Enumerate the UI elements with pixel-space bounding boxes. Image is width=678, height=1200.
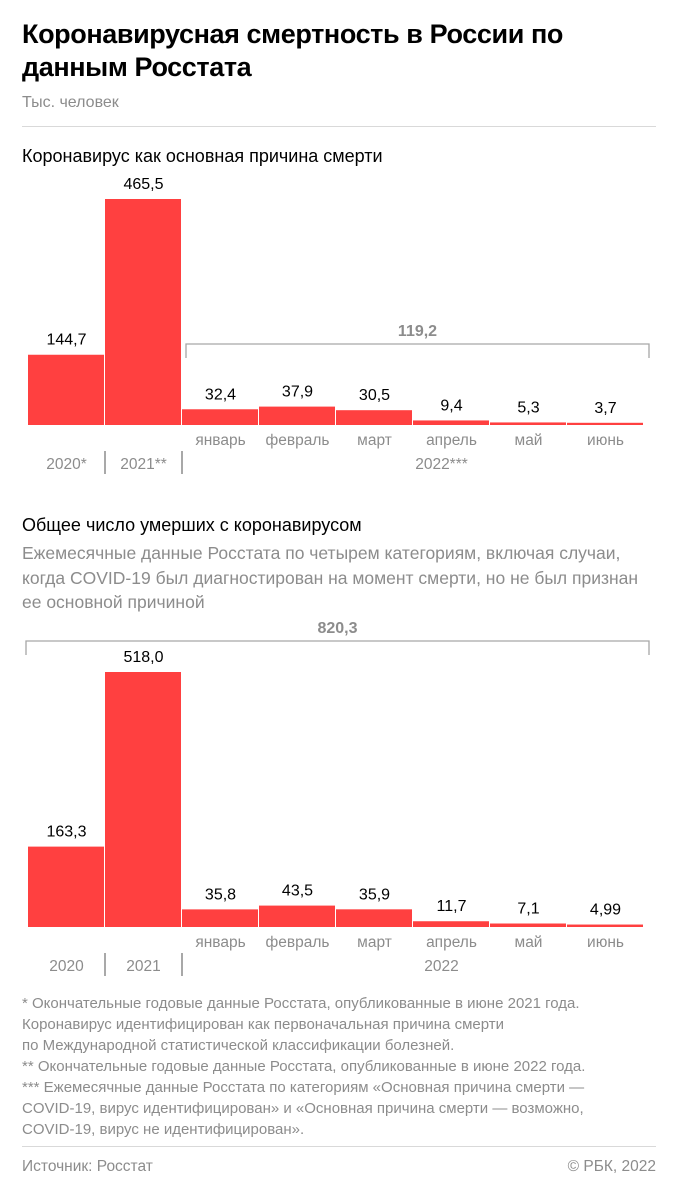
- year-label: 2022: [424, 958, 458, 975]
- value-label: 144,7: [46, 332, 86, 349]
- month-label: май: [515, 432, 543, 449]
- month-label: апрель: [426, 432, 477, 449]
- value-label: 163,3: [46, 824, 86, 841]
- month-label: март: [357, 934, 392, 951]
- chart-2-subtitle: Ежемесячные данные Росстата по четырем к…: [22, 543, 639, 612]
- chart-2-title: Общее число умерших с коронавирусом: [22, 515, 362, 535]
- divider: [22, 126, 656, 127]
- bar: [259, 406, 335, 425]
- value-label: 5,3: [517, 399, 539, 416]
- chart-2: 820,3 163,3 518,0 35,8 43,5 35,9 11,7 7,1 4,99 ян…: [25, 620, 650, 976]
- bar: [336, 410, 412, 425]
- chart-1-title: Коронавирус как основная причина смерти: [22, 146, 383, 166]
- year-label: 2020*: [46, 456, 87, 473]
- bar: [567, 924, 643, 927]
- month-label: июнь: [587, 934, 624, 951]
- unit-label: Тыс. человек: [22, 94, 119, 111]
- value-label: 7,1: [517, 901, 539, 918]
- bar: [105, 199, 181, 425]
- chart-1: 119,2 144,7 465,5 32,4 37,9 30,5 9,4 5,3 3,7 янва…: [28, 176, 650, 474]
- value-label: 35,9: [359, 886, 390, 903]
- footnote-line: COVID-19, вирус идентифицирован» и «Осно…: [22, 1100, 584, 1117]
- month-label: январь: [195, 934, 245, 951]
- bar: [28, 354, 104, 425]
- bar: [182, 409, 258, 425]
- footnote-line: Коронавирус идентифицирован как первонач…: [22, 1016, 504, 1033]
- bar: [336, 909, 412, 927]
- value-label: 4,99: [590, 902, 621, 919]
- copyright-label: © РБК, 2022: [567, 1158, 656, 1175]
- total-bracket: [25, 640, 650, 655]
- page-title: Коронавирусная смертность в России по да…: [22, 19, 564, 82]
- month-label: февраль: [266, 934, 330, 951]
- footnote-line: COVID-19, вирус не идентифицирован».: [22, 1121, 305, 1138]
- total-label: 820,3: [317, 620, 357, 637]
- footnote-line: * Окончательные годовые данные Росстата,…: [22, 995, 580, 1012]
- bar: [413, 420, 489, 425]
- footnote-line: ** Окончательные годовые данные Росстата…: [22, 1058, 586, 1075]
- bar: [28, 846, 104, 927]
- source-label: Источник: Росстат: [22, 1158, 153, 1175]
- bar: [490, 422, 566, 425]
- value-label: 37,9: [282, 384, 313, 401]
- year-label: 2021: [126, 958, 160, 975]
- footnote-line: *** Ежемесячные данные Росстата по катег…: [22, 1079, 585, 1096]
- total-bracket: [185, 343, 650, 358]
- value-label: 3,7: [594, 400, 616, 417]
- bar: [413, 921, 489, 927]
- year-label: 2020: [49, 958, 84, 975]
- value-label: 518,0: [123, 649, 163, 666]
- bar: [490, 923, 566, 927]
- footnote-line: по Международной статистической классифи…: [22, 1037, 455, 1054]
- value-label: 43,5: [282, 883, 313, 900]
- bar: [567, 422, 643, 425]
- value-label: 11,7: [437, 898, 467, 915]
- total-label: 119,2: [398, 323, 437, 340]
- month-label: апрель: [426, 934, 477, 951]
- year-label: 2021**: [120, 456, 167, 473]
- divider: [22, 1146, 656, 1147]
- bar: [259, 905, 335, 927]
- value-label: 35,8: [205, 886, 236, 903]
- month-label: март: [357, 432, 392, 449]
- month-label: май: [515, 934, 543, 951]
- year-label: 2022***: [415, 456, 468, 473]
- month-label: февраль: [266, 432, 330, 449]
- month-label: январь: [195, 432, 245, 449]
- bar: [105, 672, 181, 927]
- value-label: 32,4: [205, 386, 236, 403]
- footnotes: * Окончательные годовые данные Росстата,…: [22, 993, 662, 1140]
- bar: [182, 909, 258, 927]
- value-label: 30,5: [359, 387, 390, 404]
- value-label: 465,5: [123, 176, 163, 193]
- value-label: 9,4: [440, 397, 462, 414]
- month-label: июнь: [587, 432, 624, 449]
